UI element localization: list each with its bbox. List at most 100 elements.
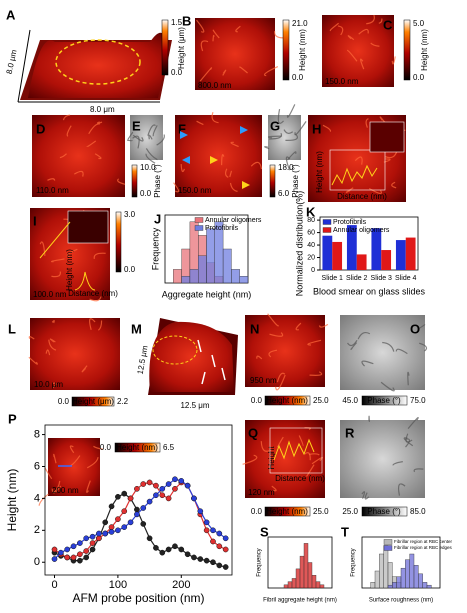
x-tick-label: Slide 1 (322, 275, 344, 282)
texture (357, 331, 371, 340)
panel-text: Height (nm) (315, 151, 324, 193)
texture (361, 491, 366, 499)
line-point (165, 495, 172, 502)
legend-swatch (194, 217, 204, 223)
x-tick-label: 0 (51, 579, 57, 591)
panel-text: Phase (°) (367, 507, 401, 516)
bar (332, 241, 343, 270)
x-tick-label: Slide 3 (371, 275, 393, 282)
texture (295, 322, 302, 331)
histogram-bar (392, 582, 397, 589)
line-point (134, 485, 140, 492)
texture (309, 371, 323, 376)
line-point (216, 562, 223, 569)
texture (229, 182, 238, 192)
panel-label: I (33, 213, 37, 228)
panel-text: 200 nm (52, 486, 79, 495)
histogram-bar (319, 584, 325, 589)
line-point (140, 521, 147, 527)
panel-text: 800.0 nm (198, 81, 232, 90)
texture (283, 129, 294, 134)
panel-text: Distance (nm) (275, 474, 325, 483)
histogram-bar (231, 269, 240, 284)
texture (267, 313, 280, 327)
dashed-ring (152, 335, 198, 365)
line-point (165, 546, 172, 553)
panel-label: A (6, 7, 16, 22)
line-point (64, 546, 71, 553)
panel-label: R (345, 425, 355, 440)
line-point (51, 556, 58, 562)
texture (276, 436, 284, 448)
texture (263, 66, 279, 77)
x-axis-label: Aggregate height (nm) (162, 289, 252, 299)
panel-label: K (306, 204, 316, 219)
panel-label: L (8, 321, 16, 336)
panel-label: J (154, 211, 161, 226)
panel-text: Height (nm) (116, 443, 158, 452)
line-point (191, 495, 197, 502)
line-point (134, 506, 140, 513)
panel-text: 0.0 (58, 397, 70, 406)
line-point (51, 546, 58, 553)
texture (403, 437, 414, 447)
surface-top (28, 32, 168, 98)
line-point (57, 549, 64, 556)
legend-label: Fibrillar region at RBC center (394, 539, 453, 544)
texture (285, 133, 298, 141)
texture (96, 121, 103, 124)
texture (86, 140, 97, 148)
texture (382, 341, 395, 352)
line-point (203, 527, 210, 534)
panel-label: H (312, 121, 321, 136)
line-point (146, 498, 153, 505)
histogram-bar (197, 255, 207, 284)
panel-label: S (260, 524, 269, 539)
line-point (64, 554, 71, 561)
texture (271, 485, 277, 492)
colorbar (361, 506, 408, 517)
texture (264, 146, 270, 150)
texture (405, 438, 411, 448)
y-axis-label: Normalized distribution(%) (294, 191, 304, 297)
panel-label: M (131, 321, 142, 336)
legend-swatch (322, 219, 332, 225)
afm-image (48, 438, 100, 496)
colorbar (161, 19, 169, 76)
line-series (54, 481, 226, 559)
line-point (102, 530, 109, 537)
line-point (222, 535, 229, 542)
y-tick-label: 8 (34, 428, 40, 440)
afm-image (175, 115, 262, 197)
colorbar (403, 19, 411, 81)
texture (66, 248, 78, 258)
inset-trace (74, 271, 96, 291)
texture (298, 435, 304, 447)
surface-top (149, 321, 234, 392)
x-axis-label: AFM probe position (nm) (72, 591, 204, 605)
texture (196, 19, 205, 33)
panel-text: 75.0 (410, 396, 426, 405)
texture (89, 318, 96, 330)
texture (132, 135, 140, 149)
texture (294, 121, 307, 136)
panel-text: 0.0 (124, 265, 136, 274)
line-point (77, 551, 83, 558)
line-point (216, 530, 223, 537)
inset-image (67, 210, 109, 244)
histogram-bar (426, 584, 432, 589)
afm-image (245, 420, 325, 498)
texture (417, 324, 426, 330)
texture (51, 319, 55, 324)
texture (211, 112, 219, 124)
texture (70, 455, 81, 467)
histogram-bar (396, 576, 402, 589)
line-point (134, 511, 140, 518)
legend-label: Annular oligomers (333, 227, 390, 234)
panel-text: Height (267, 446, 276, 470)
afm-image (30, 318, 120, 390)
texture (132, 134, 144, 142)
texture (308, 453, 320, 456)
texture (286, 104, 296, 118)
